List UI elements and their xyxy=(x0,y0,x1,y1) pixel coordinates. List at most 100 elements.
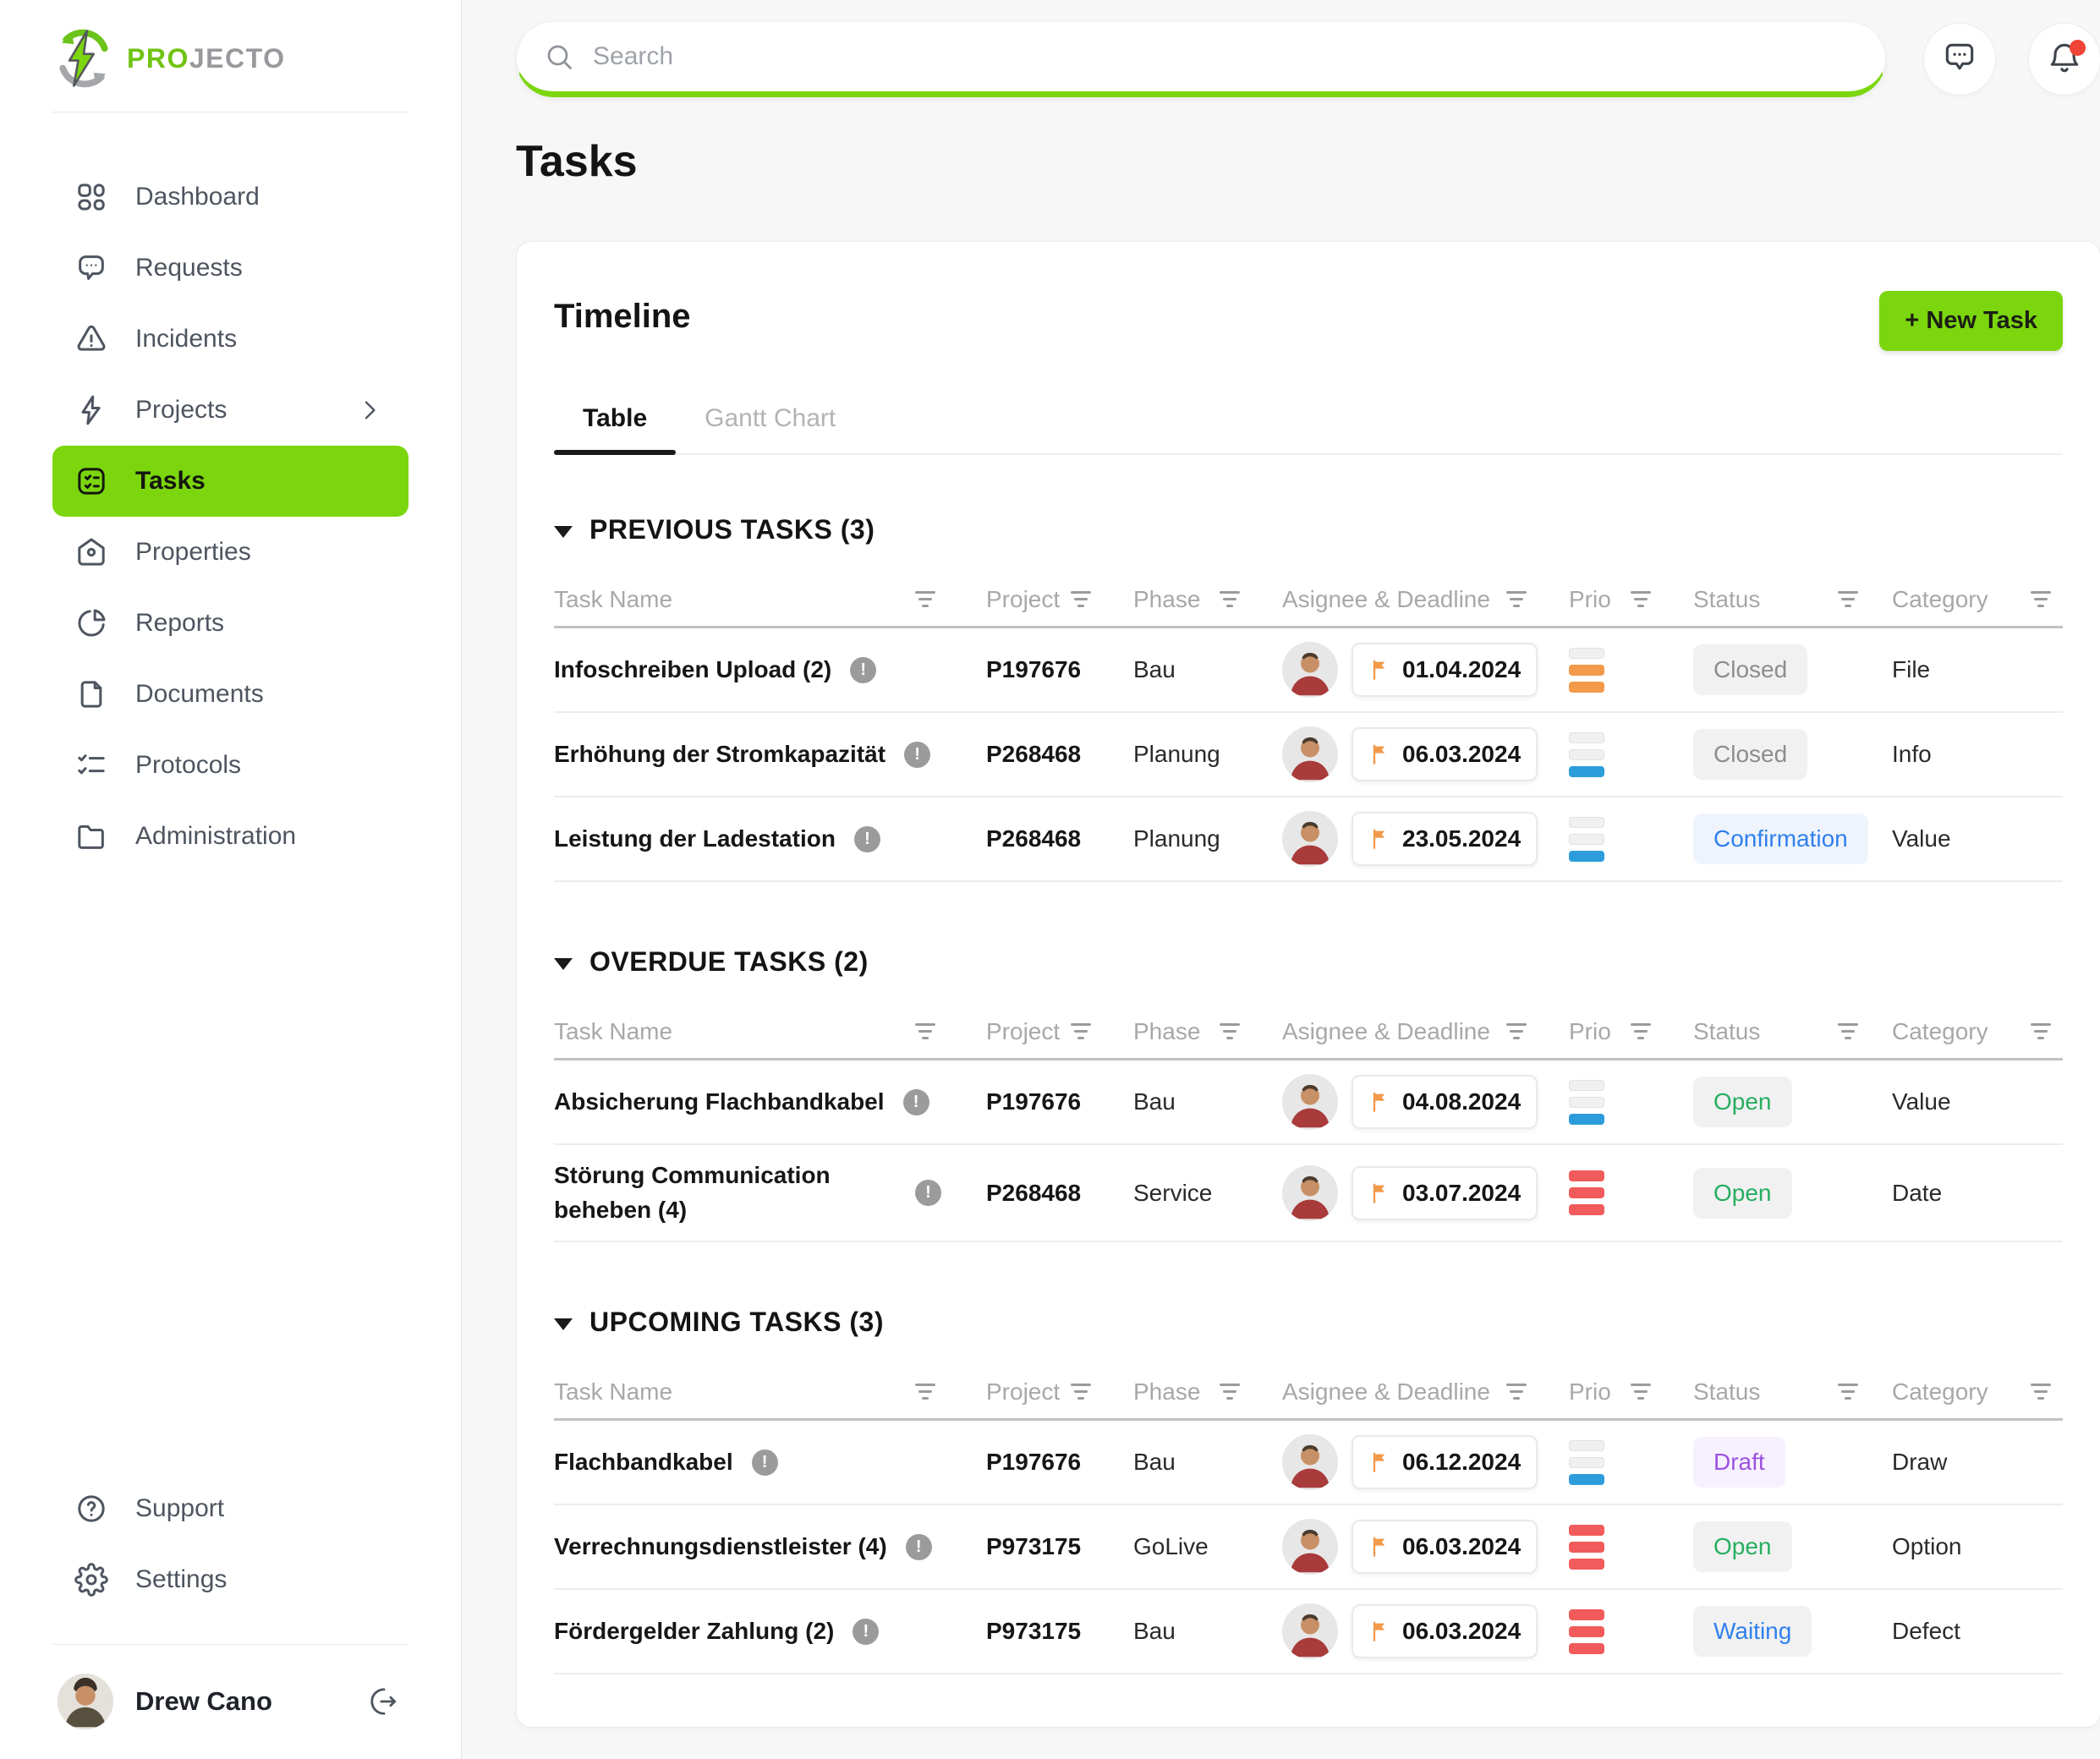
sidebar-item-tasks[interactable]: Tasks xyxy=(52,446,408,517)
task-row[interactable]: Absicherung Flachbandkabel! P197676 Bau 04.… xyxy=(554,1060,2063,1146)
new-task-button[interactable]: + New Task xyxy=(1879,291,2063,351)
info-icon[interactable]: ! xyxy=(853,825,880,852)
status-badge[interactable]: Open xyxy=(1693,1167,1792,1219)
sidebar-item-incidents[interactable]: Incidents xyxy=(52,304,408,375)
tab-table[interactable]: Table xyxy=(554,404,677,456)
sidebar-item-requests[interactable]: Requests xyxy=(52,233,408,304)
column-header-label: Prio xyxy=(1569,585,1611,612)
category-label: File xyxy=(1892,656,1931,683)
filter-icon[interactable] xyxy=(1626,1018,1656,1044)
info-icon[interactable]: ! xyxy=(751,1449,778,1476)
column-header-phase: Phase xyxy=(1133,1018,1282,1045)
filter-icon[interactable] xyxy=(1501,586,1532,612)
filter-icon[interactable] xyxy=(1626,1378,1656,1405)
filter-icon[interactable] xyxy=(1833,586,1863,612)
deadline-chip[interactable]: 03.07.2024 xyxy=(1352,1165,1538,1220)
filter-icon[interactable] xyxy=(1066,1378,1096,1405)
status-badge[interactable]: Closed xyxy=(1693,729,1808,781)
notifications-button[interactable] xyxy=(2028,23,2100,96)
filter-icon[interactable] xyxy=(1066,1018,1096,1044)
project-code: P973175 xyxy=(986,1533,1082,1560)
deadline-chip[interactable]: 04.08.2024 xyxy=(1352,1075,1538,1130)
sidebar-item-administration[interactable]: Administration xyxy=(52,801,408,872)
table-header-row: Task Name Project Phase Asignee & Deadline P… xyxy=(554,573,2063,629)
info-icon[interactable]: ! xyxy=(904,741,931,768)
search-input[interactable] xyxy=(591,41,1858,72)
deadline-chip[interactable]: 06.03.2024 xyxy=(1352,1520,1538,1575)
filter-icon[interactable] xyxy=(2026,586,2056,612)
task-row[interactable]: Erhöhung der Stromkapazität! P268468 Planu… xyxy=(554,713,2063,798)
messages-button[interactable] xyxy=(1923,23,1996,96)
task-row[interactable]: Verrechnungsdienstleister (4)! P973175 GoL… xyxy=(554,1505,2063,1591)
filter-icon[interactable] xyxy=(1626,586,1656,612)
projecto-logo-icon xyxy=(51,25,117,91)
info-icon[interactable]: ! xyxy=(902,1088,929,1115)
status-badge[interactable]: Open xyxy=(1693,1077,1792,1128)
filter-icon[interactable] xyxy=(1214,1378,1245,1405)
column-header-label: Task Name xyxy=(554,585,673,612)
filter-icon[interactable] xyxy=(1501,1378,1532,1405)
assignee-avatar xyxy=(1282,1164,1338,1221)
section-header[interactable]: PREVIOUS TASKS (3) xyxy=(554,514,2063,545)
status-badge[interactable]: Closed xyxy=(1693,644,1808,696)
deadline-chip[interactable]: 06.03.2024 xyxy=(1352,727,1538,782)
assignee-avatar xyxy=(1282,1434,1338,1491)
sidebar-item-properties[interactable]: Properties xyxy=(52,517,408,588)
project-code: P268468 xyxy=(986,825,1082,852)
task-name: Fördergelder Zahlung (2) xyxy=(554,1618,835,1645)
sidebar-item-support[interactable]: Support xyxy=(52,1473,408,1544)
filter-icon[interactable] xyxy=(910,1018,940,1044)
logout-icon[interactable] xyxy=(368,1685,400,1718)
sidebar-item-settings[interactable]: Settings xyxy=(52,1544,408,1615)
chevron-right-icon[interactable] xyxy=(356,397,383,424)
filter-icon[interactable] xyxy=(1833,1378,1863,1405)
filter-icon[interactable] xyxy=(1214,586,1245,612)
info-icon[interactable]: ! xyxy=(905,1533,932,1560)
task-row[interactable]: Fördergelder Zahlung (2)! P973175 Bau 06.03… xyxy=(554,1590,2063,1675)
deadline-chip[interactable]: 06.03.2024 xyxy=(1352,1604,1538,1659)
filter-icon[interactable] xyxy=(910,1378,940,1405)
task-row[interactable]: Leistung der Ladestation! P268468 Planung 2… xyxy=(554,797,2063,883)
sidebar-item-projects[interactable]: Projects xyxy=(52,375,408,446)
filter-icon[interactable] xyxy=(1501,1018,1532,1044)
status-badge[interactable]: Waiting xyxy=(1693,1606,1812,1658)
info-icon[interactable]: ! xyxy=(915,1180,941,1207)
sidebar-item-label: Requests xyxy=(135,254,243,282)
column-header-label: Project xyxy=(986,1017,1061,1044)
tab-gantt-chart[interactable]: Gantt Chart xyxy=(705,404,836,433)
status-badge[interactable]: Open xyxy=(1693,1521,1792,1573)
filter-icon[interactable] xyxy=(1833,1018,1863,1044)
filter-icon[interactable] xyxy=(2026,1378,2056,1405)
filter-icon[interactable] xyxy=(1066,586,1096,612)
user-profile[interactable]: Drew Cano xyxy=(52,1674,408,1729)
phase-label: Bau xyxy=(1133,656,1176,683)
prio-bar xyxy=(1569,1456,1604,1468)
sidebar-item-protocols[interactable]: Protocols xyxy=(52,730,408,801)
sidebar-item-dashboard[interactable]: Dashboard xyxy=(52,162,408,233)
info-icon[interactable]: ! xyxy=(853,1618,880,1645)
phase-label: GoLive xyxy=(1133,1533,1209,1560)
deadline-chip[interactable]: 23.05.2024 xyxy=(1352,812,1538,867)
status-badge[interactable]: Draft xyxy=(1693,1437,1785,1488)
section-header[interactable]: OVERDUE TASKS (2) xyxy=(554,946,2063,978)
info-icon[interactable]: ! xyxy=(850,656,877,683)
project-code: P197676 xyxy=(986,656,1082,683)
column-header-category: Category xyxy=(1892,1378,2063,1406)
filter-icon[interactable] xyxy=(910,586,940,612)
sidebar-item-documents[interactable]: Documents xyxy=(52,659,408,730)
prio-cell xyxy=(1569,816,1693,862)
task-row[interactable]: Flachbandkabel! P197676 Bau 06.12.2024 Draft… xyxy=(554,1421,2063,1506)
section-header[interactable]: UPCOMING TASKS (3) xyxy=(554,1307,2063,1338)
column-header-label: Asignee & Deadline xyxy=(1282,1017,1490,1044)
task-name-cell: Infoschreiben Upload (2)! xyxy=(554,653,986,688)
status-badge[interactable]: Confirmation xyxy=(1693,814,1868,865)
filter-icon[interactable] xyxy=(1214,1018,1245,1044)
deadline-chip[interactable]: 06.12.2024 xyxy=(1352,1435,1538,1490)
deadline-chip[interactable]: 01.04.2024 xyxy=(1352,643,1538,698)
filter-icon[interactable] xyxy=(2026,1018,2056,1044)
sidebar-item-reports[interactable]: Reports xyxy=(52,588,408,659)
task-row[interactable]: Infoschreiben Upload (2)! P197676 Bau 01.04… xyxy=(554,628,2063,714)
deadline-date: 06.03.2024 xyxy=(1402,741,1522,768)
column-header-label: Project xyxy=(986,1378,1061,1405)
task-row[interactable]: Störung Communication beheben (4)! P26846… xyxy=(554,1145,2063,1243)
